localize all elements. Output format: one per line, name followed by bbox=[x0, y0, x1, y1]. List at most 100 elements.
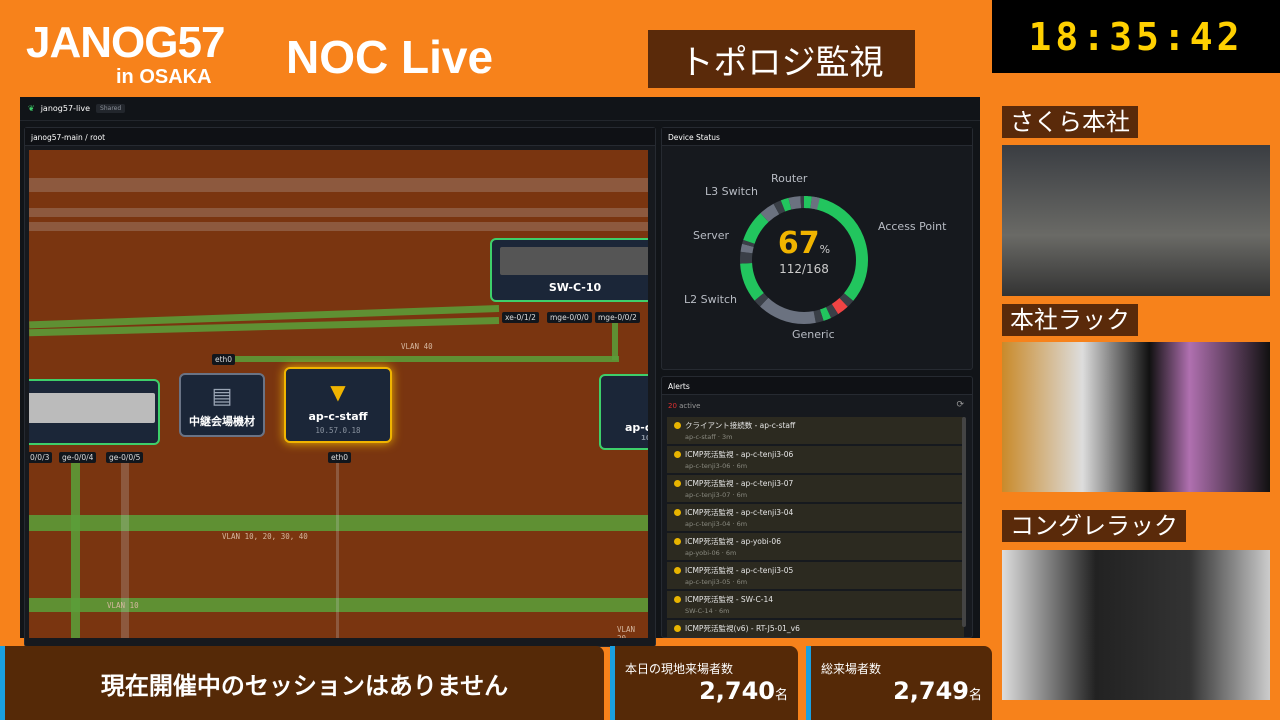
panel-title: Alerts bbox=[662, 377, 972, 395]
alert-item[interactable]: ICMP死活監視 - ap-c-tenji3-04 ap-c-tenji3-04 … bbox=[667, 504, 964, 531]
alert-title: ICMP死活監視 - ap-yobi-06 bbox=[685, 537, 781, 546]
node-sw-c-10[interactable]: SW-C-10 bbox=[490, 238, 648, 302]
category-generic: Generic bbox=[792, 328, 835, 341]
link bbox=[29, 178, 648, 192]
alert-title: ICMP死活監視(v6) - RT-J5-01_v6 bbox=[685, 624, 800, 633]
app-name[interactable]: janog57-live bbox=[40, 104, 91, 113]
alert-title: ICMP死活監視 - ap-c-tenji3-06 bbox=[685, 450, 794, 459]
alert-subtitle: ap-c-tenji3-07 · 6m bbox=[685, 491, 748, 499]
donut-segment-gap bbox=[740, 196, 868, 324]
link bbox=[612, 320, 618, 360]
link-vlan-trunk bbox=[29, 515, 648, 531]
alert-subtitle: SW-C-14 · 6m bbox=[685, 607, 730, 615]
category-l2-switch: L2 Switch bbox=[684, 293, 737, 306]
breadcrumb[interactable]: janog57-main / root bbox=[25, 128, 655, 146]
alert-subtitle: ap-c-tenji3-04 · 6m bbox=[685, 520, 748, 528]
camera-label-rack: 本社ラック bbox=[1002, 304, 1138, 336]
alert-subtitle: ap-yobi-06 · 6m bbox=[685, 549, 737, 557]
donut-segment-up bbox=[740, 196, 868, 324]
warning-icon bbox=[674, 625, 681, 632]
node-label: ap-c bbox=[625, 421, 648, 434]
total-visitors-label: 総来場者数 bbox=[821, 662, 882, 676]
scrollbar[interactable] bbox=[962, 417, 966, 627]
alert-item[interactable]: ICMP死活監視(v6) - RT-J5-01_v6 RT-J5-01_v6 · … bbox=[667, 620, 964, 637]
node-ap-c[interactable]: ap-c 10 bbox=[599, 374, 648, 450]
alerts-panel: Alerts 20 active ⟳ クライアント接続数 - ap-c-staf… bbox=[661, 376, 973, 638]
donut-segment-unknown bbox=[740, 196, 868, 324]
today-visitors-label: 本日の現地来場者数 bbox=[625, 662, 734, 676]
status-donut bbox=[740, 196, 868, 324]
shared-badge: Shared bbox=[96, 104, 126, 113]
warning-icon bbox=[674, 538, 681, 545]
port-label: eth0 bbox=[328, 452, 352, 463]
leaf-icon: ❦ bbox=[28, 104, 35, 113]
topology-canvas[interactable]: VLAN 40 VLAN 10, 20, 30, 40 VLAN 10 VLAN… bbox=[29, 150, 648, 638]
brand-title: NOC Live bbox=[286, 31, 494, 83]
port-label: mge-0/0/0 bbox=[547, 312, 592, 323]
warning-icon bbox=[674, 509, 681, 516]
category-server: Server bbox=[693, 229, 730, 242]
node-ap-c-staff[interactable]: ▼ ap-c-staff 10.57.0.18 bbox=[284, 367, 392, 443]
alert-title: ICMP死活監視 - ap-c-tenji3-04 bbox=[685, 508, 794, 517]
status-percent: 67% bbox=[777, 226, 831, 261]
janog-logo: JANOG57 bbox=[26, 18, 225, 67]
panel-title: Device Status bbox=[662, 128, 972, 146]
warning-icon bbox=[674, 567, 681, 574]
alert-item[interactable]: ICMP死活監視 - ap-c-tenji3-07 ap-c-tenji3-07 … bbox=[667, 475, 964, 502]
camera-feed-congre bbox=[1002, 550, 1270, 700]
session-banner: 現在開催中のセッションはありません bbox=[0, 646, 604, 720]
alert-item[interactable]: ICMP死活監視 - SW-C-14 SW-C-14 · 6m bbox=[667, 591, 964, 618]
alert-item[interactable]: ICMP死活監視 - ap-c-tenji3-05 ap-c-tenji3-05 … bbox=[667, 562, 964, 589]
switch-image bbox=[500, 247, 648, 275]
today-visitors-card: 本日の現地来場者数 2,740名 bbox=[610, 646, 798, 720]
camera-label-sakura: さくら本社 bbox=[1002, 106, 1138, 138]
vlan-label: VLAN 40 bbox=[401, 342, 433, 351]
alert-subtitle: ap-c-tenji3-06 · 6m bbox=[685, 462, 748, 470]
warning-icon bbox=[674, 596, 681, 603]
alert-subtitle: ap-c-staff · 3m bbox=[685, 433, 733, 441]
camera-feed-rack bbox=[1002, 342, 1270, 492]
camera-feed-sakura bbox=[1002, 145, 1270, 296]
link-vlan40 bbox=[219, 356, 619, 362]
switch-image bbox=[29, 393, 155, 423]
device-status-panel: Device Status 67% 112/168 Router Access … bbox=[661, 127, 973, 370]
port-label: xe-0/1/2 bbox=[502, 312, 539, 323]
port-label: ge-0/0/4 bbox=[59, 452, 97, 463]
alert-subtitle: RT-J5-01_v6 · 6m bbox=[675, 636, 956, 637]
clock: 18:35:42 bbox=[992, 0, 1280, 73]
alert-item[interactable]: クライアント接続数 - ap-c-staff ap-c-staff · 3m bbox=[667, 417, 964, 444]
link-vlan10 bbox=[29, 598, 648, 612]
port-label: eth0 bbox=[212, 354, 236, 365]
node-label: 中継会場機材 bbox=[189, 415, 255, 428]
alert-title: クライアント接続数 - ap-c-staff bbox=[685, 421, 796, 430]
alert-subtitle: ap-c-tenji3-05 · 6m bbox=[685, 578, 748, 586]
status-count: 112/168 bbox=[779, 262, 829, 276]
node-ip: 10.57.0.18 bbox=[315, 426, 361, 435]
node-switch[interactable] bbox=[29, 379, 160, 445]
category-router: Router bbox=[771, 172, 808, 185]
alerts-count: 20 active ⟳ bbox=[668, 400, 964, 410]
alert-item[interactable]: ICMP死活監視 - ap-yobi-06 ap-yobi-06 · 6m bbox=[667, 533, 964, 560]
node-ip: 10 bbox=[641, 434, 648, 442]
dashboard-topbar: ❦ janog57-live Shared bbox=[20, 97, 980, 121]
alert-title: ICMP死活監視 - ap-c-tenji3-07 bbox=[685, 479, 794, 488]
alert-title: ICMP死活監視 - ap-c-tenji3-05 bbox=[685, 566, 794, 575]
total-visitors-card: 総来場者数 2,749名 bbox=[806, 646, 992, 720]
node-relay-equipment[interactable]: ▤ 中継会場機材 bbox=[179, 373, 265, 437]
node-label: SW-C-10 bbox=[548, 281, 602, 294]
refresh-icon[interactable]: ⟳ bbox=[956, 400, 964, 410]
node-label: ap-c-staff bbox=[308, 410, 368, 423]
port-label: 0/0/3 bbox=[29, 452, 53, 463]
alert-item[interactable]: ICMP死活監視 - ap-c-tenji3-06 ap-c-tenji3-06 … bbox=[667, 446, 964, 473]
link bbox=[29, 222, 648, 231]
warning-icon bbox=[674, 480, 681, 487]
link bbox=[71, 460, 80, 638]
camera-label-congre: コングレラック bbox=[1002, 510, 1186, 542]
warning-icon bbox=[674, 451, 681, 458]
port-label: ge-0/0/5 bbox=[106, 452, 144, 463]
link bbox=[121, 460, 129, 638]
total-visitors-value: 2,749名 bbox=[893, 677, 982, 705]
page-title: トポロジ監視 bbox=[648, 30, 915, 88]
warning-icon bbox=[674, 422, 681, 429]
logo-subtitle: in OSAKA bbox=[116, 66, 212, 88]
